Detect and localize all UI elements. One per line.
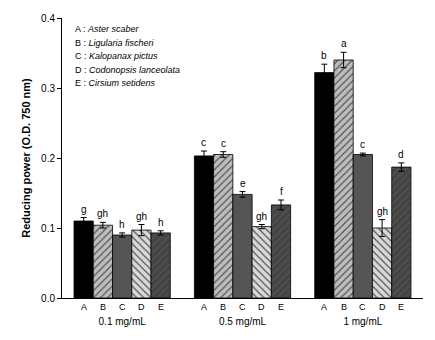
svg-text:B: B: [341, 302, 347, 312]
svg-text:gh: gh: [377, 206, 388, 217]
svg-text:e: e: [240, 178, 246, 189]
svg-text:C : Kalopanax pictus: C : Kalopanax pictus: [75, 51, 158, 61]
svg-text:A : Aster scaber: A : Aster scaber: [75, 24, 140, 34]
svg-text:0.1 mg/mL: 0.1 mg/mL: [99, 316, 147, 327]
svg-text:h: h: [158, 217, 164, 228]
svg-text:D: D: [258, 302, 265, 312]
svg-text:D: D: [138, 302, 145, 312]
svg-text:h: h: [119, 219, 125, 230]
svg-text:C: C: [359, 302, 366, 312]
svg-text:B : Ligularia fischeri: B : Ligularia fischeri: [75, 38, 155, 48]
svg-text:c: c: [360, 139, 365, 150]
svg-text:g: g: [81, 204, 87, 215]
svg-text:C: C: [119, 302, 126, 312]
svg-text:D : Codonopsis lanceolata: D : Codonopsis lanceolata: [75, 65, 180, 75]
svg-text:0.4: 0.4: [41, 13, 55, 24]
svg-text:A: A: [321, 302, 327, 312]
svg-text:E: E: [158, 302, 164, 312]
svg-text:E : Cirsium setidens: E : Cirsium setidens: [75, 78, 156, 88]
svg-text:E: E: [398, 302, 404, 312]
svg-text:0.2: 0.2: [41, 153, 55, 164]
svg-text:c: c: [201, 137, 206, 148]
svg-text:D: D: [379, 302, 386, 312]
svg-text:0.5 mg/mL: 0.5 mg/mL: [219, 316, 267, 327]
svg-text:A: A: [81, 302, 87, 312]
svg-text:f: f: [280, 186, 283, 197]
svg-text:gh: gh: [97, 208, 108, 219]
svg-text:C: C: [239, 302, 246, 312]
svg-text:A: A: [201, 302, 207, 312]
svg-text:gh: gh: [136, 211, 147, 222]
svg-text:0.1: 0.1: [41, 223, 55, 234]
svg-text:gh: gh: [256, 211, 267, 222]
svg-text:0.3: 0.3: [41, 83, 55, 94]
svg-text:0.0: 0.0: [41, 293, 55, 304]
svg-text:1 mg/mL: 1 mg/mL: [343, 316, 382, 327]
svg-text:Reducing power (O.D. 750 nm): Reducing power (O.D. 750 nm): [20, 78, 32, 238]
svg-text:c: c: [221, 138, 226, 149]
svg-text:B: B: [100, 302, 106, 312]
svg-text:b: b: [321, 50, 327, 61]
svg-text:a: a: [341, 38, 347, 49]
svg-text:B: B: [220, 302, 226, 312]
svg-text:d: d: [398, 149, 404, 160]
svg-text:E: E: [278, 302, 284, 312]
